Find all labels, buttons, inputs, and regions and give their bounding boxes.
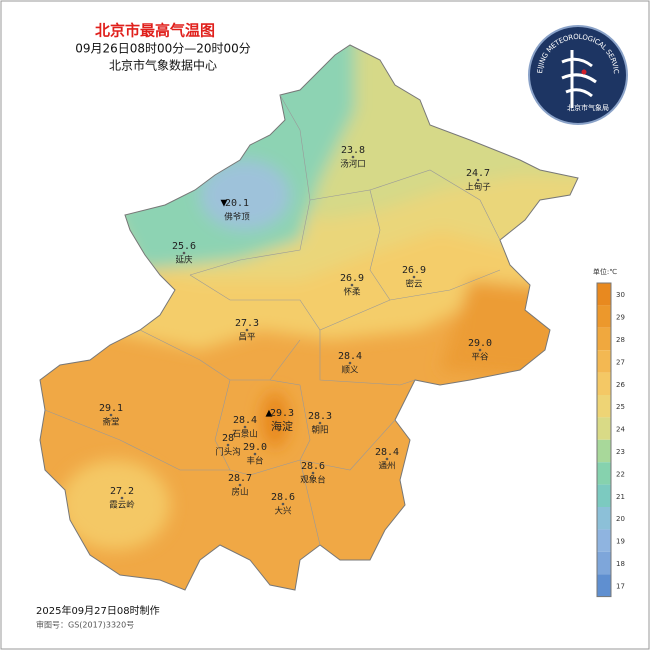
station-dot <box>226 443 230 447</box>
legend-tick: 30 <box>616 291 625 299</box>
station-name: 密云 <box>405 279 423 290</box>
station-value: 20.1 <box>225 198 249 209</box>
station-dot <box>311 471 315 475</box>
station-dot <box>182 251 186 255</box>
station-name: 怀柔 <box>343 287 361 298</box>
station-dot <box>351 155 355 159</box>
station-value: 23.8 <box>341 145 365 156</box>
station-name: 霞云岭 <box>109 500 135 511</box>
station-name: 平谷 <box>471 353 489 363</box>
station-dot <box>478 348 482 352</box>
station-value: 27.2 <box>110 486 134 497</box>
station-name: 顺义 <box>341 366 359 376</box>
legend-unit: 单位:℃ <box>593 267 617 276</box>
period: 09月26日08时00分—20时00分 <box>75 42 251 56</box>
legend-tick: 25 <box>616 403 625 411</box>
approval-no: 审图号：GS(2017)3320号 <box>36 620 134 630</box>
station-value: 26.9 <box>402 265 426 276</box>
station-name: 石景山 <box>232 429 258 440</box>
station-value: 24.7 <box>466 168 490 179</box>
station-name: 海淀 <box>271 419 293 433</box>
station-dot <box>412 275 416 279</box>
station-value: 28.4 <box>233 415 257 426</box>
legend-swatch <box>597 462 611 485</box>
legend-swatch <box>597 574 611 597</box>
station-value: 29.0 <box>243 442 267 453</box>
station-name: 观象台 <box>300 475 326 486</box>
legend-swatch <box>597 372 611 395</box>
station-value: 25.6 <box>172 241 196 252</box>
legend-tick: 17 <box>616 582 625 590</box>
title: 北京市最高气温图 <box>95 22 215 40</box>
station-dot <box>253 452 257 456</box>
station-name: 通州 <box>378 461 395 472</box>
station-value: 29.3 <box>270 408 294 419</box>
legend-swatch <box>597 529 611 552</box>
station-value: 26.9 <box>340 273 364 284</box>
legend-swatch <box>597 327 611 351</box>
station-value: 29.0 <box>468 338 492 349</box>
station-name: 丰台 <box>246 456 263 467</box>
legend-tick: 24 <box>616 426 625 434</box>
station-value: 28.4 <box>338 351 362 362</box>
station-value: 29.1 <box>99 403 123 414</box>
station-dot <box>120 496 124 500</box>
legend-swatch <box>597 350 611 373</box>
station-dot <box>348 361 352 365</box>
station-dot <box>318 421 322 425</box>
legend-swatch <box>597 395 611 418</box>
source: 北京市气象数据中心 <box>109 58 217 73</box>
station-dot <box>238 483 242 487</box>
station-value: 27.3 <box>235 318 259 329</box>
station-name: 门头沟 <box>215 447 241 458</box>
station-value: 28.7 <box>228 473 252 484</box>
station-dot <box>281 502 285 506</box>
station-name: 大兴 <box>274 506 292 517</box>
station-value: 28 <box>222 433 234 444</box>
legend-swatch <box>597 417 611 440</box>
legend-tick: 29 <box>616 314 625 322</box>
legend-tick: 20 <box>616 515 625 523</box>
station-dot <box>245 328 249 332</box>
station-dot <box>350 283 354 287</box>
station-name: 上甸子 <box>465 182 491 193</box>
legend-swatch <box>597 283 611 306</box>
extreme-marker: ▲ <box>266 409 273 419</box>
legend-tick: 28 <box>616 336 625 344</box>
legend-tick: 19 <box>616 538 625 546</box>
legend-tick: 23 <box>616 448 625 456</box>
station-dot <box>109 413 113 417</box>
station-name: 房山 <box>231 487 248 498</box>
legend-tick: 26 <box>616 381 625 389</box>
extreme-marker: ▼ <box>221 199 228 209</box>
legend-swatch <box>597 551 611 575</box>
legend-tick: 18 <box>616 560 625 568</box>
station-dot <box>476 178 480 182</box>
station-name: 汤河口 <box>340 159 366 170</box>
station-value: 28.6 <box>271 492 295 503</box>
legend-frame <box>596 282 612 598</box>
legend-swatch <box>597 439 611 463</box>
station-value: 28.3 <box>308 411 332 422</box>
logo-name: 北京市气象局 <box>567 103 609 112</box>
station-name: 昌平 <box>238 333 256 343</box>
district-lines <box>44 94 501 546</box>
made-date: 2025年09月27日08时制作 <box>36 604 160 617</box>
legend-swatch <box>597 507 611 530</box>
station-dot <box>243 425 247 429</box>
legend-swatch <box>597 305 611 328</box>
legend-tick: 21 <box>616 493 625 501</box>
station-dot <box>385 457 389 461</box>
legend-swatch <box>597 484 611 507</box>
station-value: 28.4 <box>375 447 399 458</box>
station-name: 斋堂 <box>102 417 119 428</box>
legend-tick: 22 <box>616 470 625 478</box>
station-value: 28.6 <box>301 461 325 472</box>
station-name: 佛爷顶 <box>224 212 250 223</box>
legend-tick: 27 <box>616 358 625 366</box>
station-name: 朝阳 <box>311 426 328 436</box>
station-name: 延庆 <box>175 255 193 266</box>
